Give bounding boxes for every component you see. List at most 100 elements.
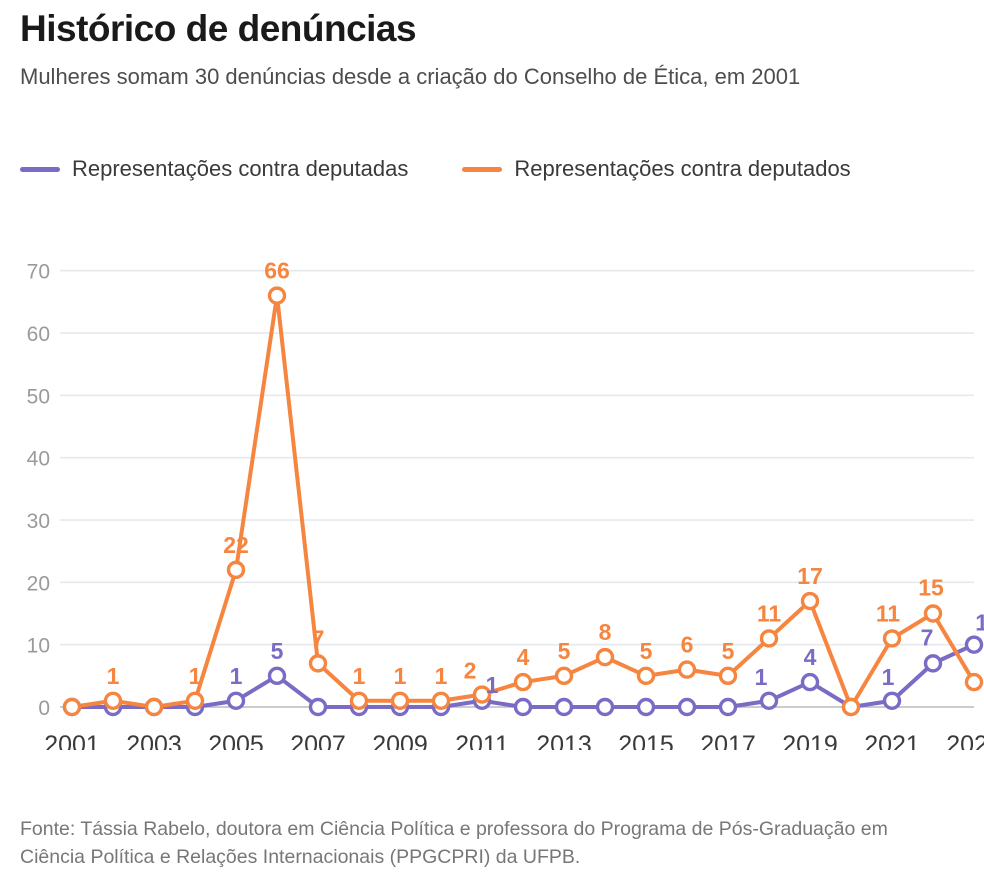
data-point[interactable] (185, 691, 205, 710)
data-point[interactable] (882, 629, 902, 648)
data-label: 1 (435, 663, 448, 689)
data-label: 1 (486, 672, 499, 698)
data-point[interactable] (800, 672, 820, 692)
series-points (62, 286, 984, 717)
y-tick-label: 60 (27, 323, 50, 346)
x-axis-ticks: 2001 2003 2005 2007 2009 2011 2013 2015 2017 2019… (44, 731, 984, 750)
x-tick-label: 2017 (700, 731, 756, 750)
data-point[interactable] (923, 604, 943, 623)
data-label: 5 (271, 638, 284, 664)
data-point[interactable] (595, 697, 615, 717)
data-point[interactable] (964, 672, 984, 692)
data-label: 8 (599, 619, 612, 645)
data-point[interactable] (513, 697, 533, 717)
data-point[interactable] (759, 691, 779, 710)
data-point[interactable] (636, 666, 656, 686)
data-label: 1 (882, 664, 895, 690)
data-label: 1 (755, 664, 768, 690)
data-label: 1 (394, 663, 407, 689)
data-label: 1 (189, 663, 202, 689)
data-label: 5 (722, 638, 735, 664)
page-title: Histórico de denúncias (20, 8, 417, 49)
data-point[interactable] (390, 691, 410, 710)
data-point[interactable] (677, 660, 697, 679)
y-tick-label: 10 (27, 635, 50, 658)
data-label: 22 (223, 532, 249, 558)
data-label: 11 (757, 600, 782, 626)
data-point[interactable] (718, 697, 738, 717)
y-tick-label: 0 (38, 697, 50, 720)
legend-item-deputados[interactable]: Representações contra deputados (462, 156, 851, 182)
data-label: 5 (640, 638, 653, 664)
x-tick-label: 2007 (290, 731, 346, 750)
source-note: Fonte: Tássia Rabelo, doutora em Ciência… (20, 818, 888, 869)
data-label: 6 (681, 632, 694, 658)
x-tick-label: 2021 (864, 731, 920, 750)
data-point[interactable] (595, 647, 615, 667)
x-tick-label: 2001 (44, 731, 100, 750)
chart-legend: Representações contra deputadas Represen… (20, 156, 851, 182)
data-point[interactable] (800, 591, 820, 611)
legend-swatch-deputadas (20, 166, 60, 172)
data-label: 2 (464, 658, 477, 684)
data-point[interactable] (841, 697, 861, 717)
x-tick-label: 2011 (455, 731, 509, 750)
data-point[interactable] (349, 691, 369, 710)
data-point[interactable] (226, 560, 246, 580)
data-point[interactable] (513, 672, 533, 692)
data-point[interactable] (267, 286, 287, 305)
data-point[interactable] (103, 691, 123, 710)
data-point[interactable] (226, 691, 246, 710)
data-point[interactable] (431, 691, 451, 710)
data-label: 11 (876, 600, 901, 626)
data-point[interactable] (759, 629, 779, 648)
data-label: 17 (797, 563, 823, 589)
y-tick-label: 70 (27, 261, 50, 284)
data-point[interactable] (882, 691, 902, 710)
legend-swatch-deputados (462, 166, 503, 172)
data-point[interactable] (718, 666, 738, 686)
x-tick-label: 2019 (782, 731, 838, 750)
gridlines (60, 269, 974, 708)
data-label: 4 (517, 644, 530, 670)
x-tick-label: 2003 (126, 731, 182, 750)
data-label: 10 (975, 610, 984, 636)
y-tick-label: 50 (27, 385, 50, 408)
chart-plot-area: 0 10 20 30 40 50 60 70 2001 2003 2005 2007 2009 2011… (0, 230, 984, 750)
data-point[interactable] (923, 654, 943, 673)
data-label: 66 (264, 258, 290, 284)
data-point[interactable] (554, 697, 574, 717)
data-point[interactable] (62, 697, 82, 717)
line-chart-svg: 0 10 20 30 40 50 60 70 2001 2003 2005 2007 2009 2011… (27, 258, 984, 750)
data-point[interactable] (472, 685, 492, 704)
data-point[interactable] (636, 697, 656, 717)
data-point[interactable] (308, 654, 328, 673)
data-label: 1 (353, 663, 366, 689)
data-label: 1 (230, 663, 243, 689)
data-point[interactable] (554, 666, 574, 686)
data-point[interactable] (677, 697, 697, 717)
y-tick-label: 30 (27, 510, 50, 533)
data-point[interactable] (267, 666, 287, 686)
x-tick-label: 2009 (372, 731, 428, 750)
data-label: 15 (918, 575, 944, 601)
x-tick-label: 2015 (618, 731, 674, 750)
data-point[interactable] (144, 697, 164, 717)
data-labels: 15114171011226671112458565111711154 (107, 258, 984, 709)
x-tick-label: 2005 (208, 731, 264, 750)
x-tick-label: 2013 (536, 731, 592, 750)
data-label: 7 (312, 625, 325, 651)
y-axis-ticks: 0 10 20 30 40 50 60 70 (27, 261, 50, 720)
legend-item-deputadas[interactable]: Representações contra deputadas (20, 156, 408, 182)
data-label: 7 (921, 624, 934, 650)
data-label: 4 (804, 644, 817, 670)
legend-label-deputados: Representações contra deputados (514, 156, 851, 181)
page-subtitle: Mulheres somam 30 denúncias desde a cria… (20, 64, 801, 89)
data-label: 1 (107, 663, 120, 689)
y-tick-label: 40 (27, 448, 50, 471)
data-point[interactable] (308, 697, 328, 717)
data-point[interactable] (964, 635, 984, 654)
y-tick-label: 20 (27, 572, 50, 595)
legend-label-deputadas: Representações contra deputadas (72, 156, 409, 181)
x-tick-label: 2023 (946, 731, 984, 750)
